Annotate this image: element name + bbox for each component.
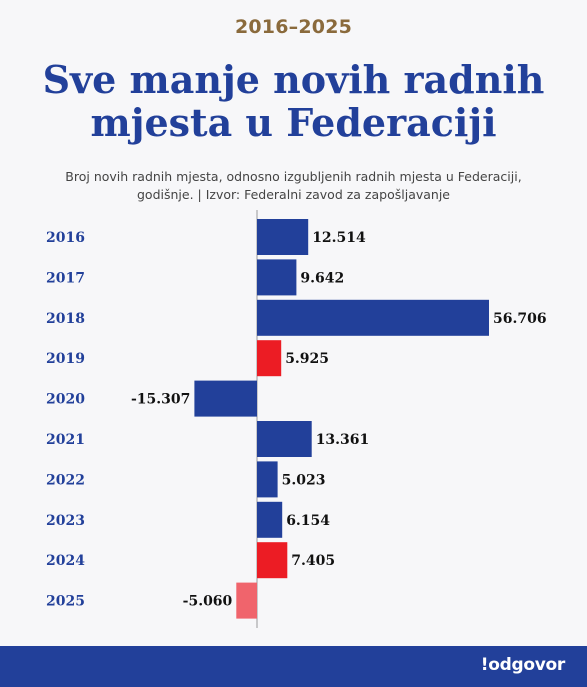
year-label: 2018 xyxy=(46,311,85,327)
year-label: 2019 xyxy=(46,351,85,367)
footer-bar: !odgovor xyxy=(0,646,587,687)
value-label: -15.307 xyxy=(131,392,190,408)
year-label: 2017 xyxy=(46,270,85,286)
bar-2020 xyxy=(194,380,257,417)
chart-title-line1: Sve manje novih radnih xyxy=(42,57,545,102)
chart-subtitle-line1: Broj novih radnih mjesta, odnosno izgubl… xyxy=(65,169,522,184)
value-label: 12.514 xyxy=(312,230,366,246)
year-label: 2024 xyxy=(46,553,85,569)
bar-chart: 2016 12.514 2017 9.642 2018 56.706 2019 5.925 20… xyxy=(46,210,547,628)
chart-title-line2: mjesta u Federaciji xyxy=(90,100,497,145)
bar-2021 xyxy=(257,421,312,457)
bar-2017 xyxy=(257,259,297,296)
bar-2025 xyxy=(236,582,257,619)
bar-2019 xyxy=(257,340,282,377)
bar-2023 xyxy=(257,501,283,538)
year-label: 2021 xyxy=(46,432,85,448)
value-label: 5.925 xyxy=(285,351,329,367)
value-label: 9.642 xyxy=(300,270,344,286)
year-label: 2022 xyxy=(46,472,85,488)
bar-2016 xyxy=(257,219,309,255)
year-label: 2016 xyxy=(46,230,85,246)
bar-2024 xyxy=(257,542,288,579)
chart-subtitle-line2: godišnje. | Izvor: Federalni zavod za za… xyxy=(136,187,450,202)
year-label: 2023 xyxy=(46,513,85,529)
value-label: 13.361 xyxy=(316,432,370,448)
chart-kicker: 2016–2025 xyxy=(234,16,353,38)
value-label: 7.405 xyxy=(291,553,335,569)
year-label: 2025 xyxy=(46,594,85,610)
bar-2022 xyxy=(257,461,278,498)
value-label: -5.060 xyxy=(183,594,233,610)
chart-subtitle: Broj novih radnih mjesta, odnosno izgubl… xyxy=(40,168,547,204)
bar-2018 xyxy=(257,299,489,336)
value-label: 56.706 xyxy=(493,311,547,327)
chart-title: Sve manje novih radnih mjesta u Federaci… xyxy=(0,58,587,144)
value-label: 6.154 xyxy=(286,513,330,529)
brand-logo: !odgovor xyxy=(480,655,566,675)
value-label: 5.023 xyxy=(282,472,326,488)
year-label: 2020 xyxy=(46,392,85,408)
